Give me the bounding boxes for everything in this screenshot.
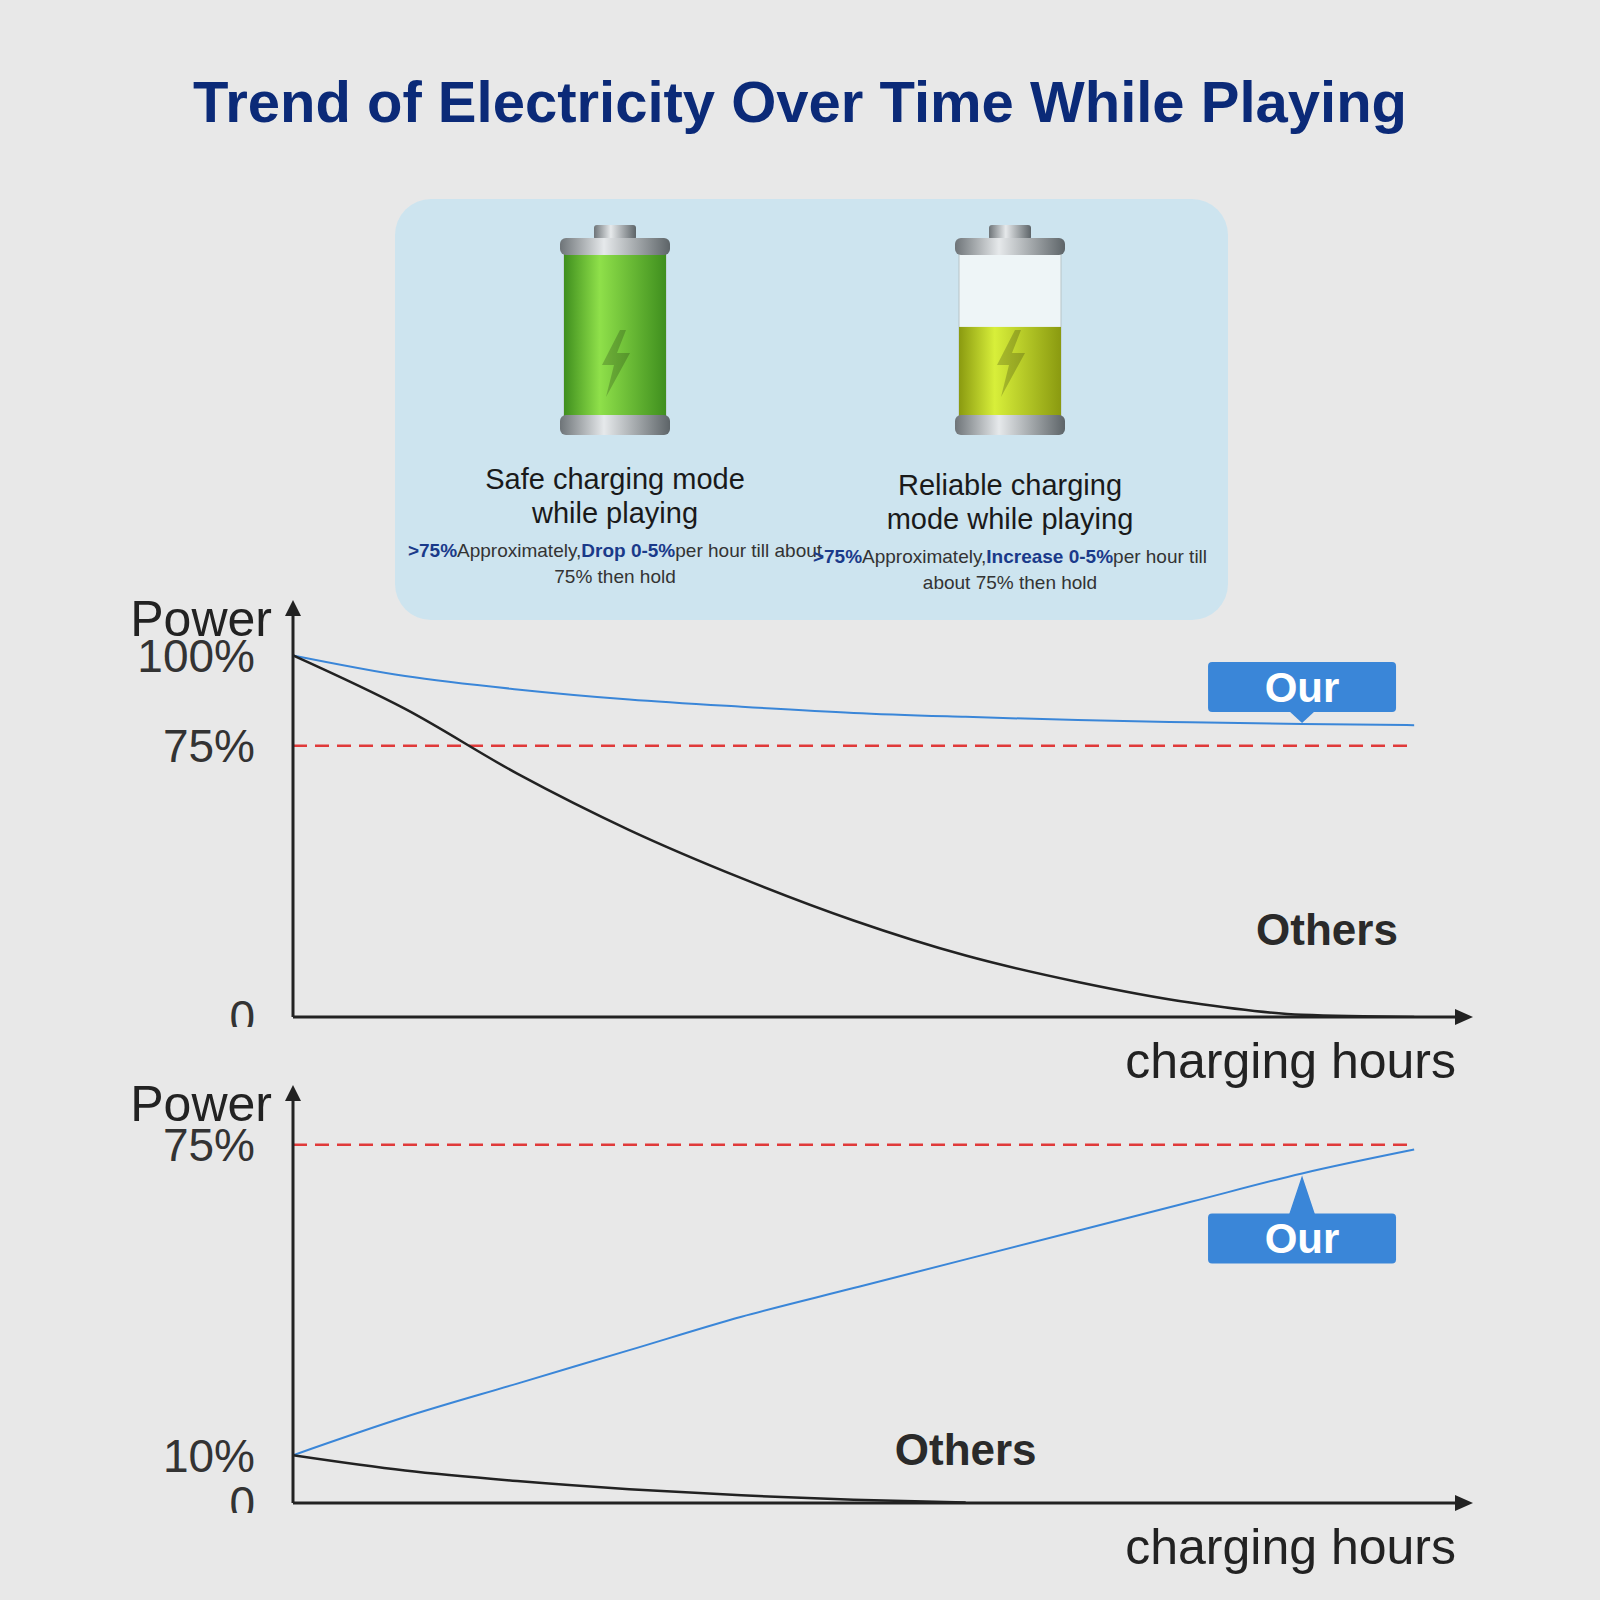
svg-text:Our: Our [1265, 664, 1340, 711]
svg-text:Our: Our [1265, 1215, 1340, 1262]
svg-text:Others: Others [895, 1425, 1037, 1474]
svg-text:0: 0 [229, 1477, 255, 1513]
svg-text:10%: 10% [163, 1430, 255, 1482]
svg-text:0: 0 [229, 991, 255, 1027]
svg-text:75%: 75% [163, 720, 255, 772]
svg-text:Others: Others [1256, 905, 1398, 954]
